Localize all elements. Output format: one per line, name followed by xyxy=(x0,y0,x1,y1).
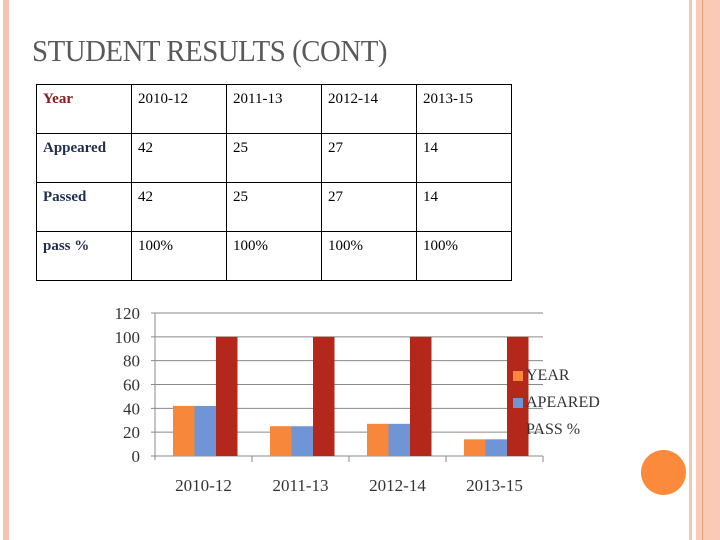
bar-apeared xyxy=(388,423,410,456)
bar-apeared xyxy=(194,405,216,456)
y-tick-label: 0 xyxy=(132,447,141,466)
legend-item-year: YEAR xyxy=(513,362,600,389)
table-row: Passed 42 25 27 14 xyxy=(36,182,512,232)
chart-bars xyxy=(173,336,529,456)
x-axis-labels: 2010-12 2011-13 2012-14 2013-15 xyxy=(175,476,523,495)
table-cell: 25 xyxy=(226,182,322,232)
x-tick-label: 2013-15 xyxy=(466,476,523,495)
legend-label: PASS % xyxy=(526,420,581,438)
table-cell: 100% xyxy=(321,231,417,281)
table-cell: 14 xyxy=(416,133,512,183)
table-cell: 27 xyxy=(321,133,417,183)
chart-legend: YEAR APEARED PASS % xyxy=(513,362,600,443)
table-cell: 25 xyxy=(226,133,322,183)
legend-label: YEAR xyxy=(526,366,570,384)
row-label: pass % xyxy=(36,231,132,281)
table-cell: 100% xyxy=(416,231,512,281)
bar-apeared xyxy=(291,426,313,456)
x-tick-label: 2012-14 xyxy=(369,476,426,495)
table-cell: 27 xyxy=(321,182,417,232)
right-decorative-line xyxy=(702,0,703,540)
bar-year xyxy=(270,426,292,456)
y-tick-label: 60 xyxy=(123,376,140,395)
bar-pass- xyxy=(507,336,529,456)
legend-item-appeared: APEARED xyxy=(513,389,600,416)
decorative-circle xyxy=(641,450,686,495)
bar-pass- xyxy=(410,336,432,456)
y-tick-label: 80 xyxy=(123,352,140,371)
table-cell: 14 xyxy=(416,182,512,232)
legend-swatch-icon xyxy=(513,397,523,408)
y-tick-label: 40 xyxy=(123,399,140,418)
row-label: Appeared xyxy=(36,133,132,183)
right-decorative-thin-stripe xyxy=(689,0,692,540)
table-row: Appeared 42 25 27 14 xyxy=(36,133,512,183)
bar-year xyxy=(464,439,486,456)
table-header-row: Year 2010-12 2011-13 2012-14 2013-15 xyxy=(36,84,512,134)
right-decorative-band xyxy=(696,0,720,540)
y-tick-label: 20 xyxy=(123,423,140,442)
bar-pass- xyxy=(313,336,335,456)
y-tick-label: 120 xyxy=(115,304,141,323)
table-row: pass % 100% 100% 100% 100% xyxy=(36,231,512,281)
legend-item-pass-percent: PASS % xyxy=(513,416,600,443)
table-cell: 100% xyxy=(226,231,322,281)
x-tick-label: 2011-13 xyxy=(272,476,328,495)
table-cell: 42 xyxy=(131,133,227,183)
results-table: Year 2010-12 2011-13 2012-14 2013-15 App… xyxy=(36,84,512,281)
table-header-cell: 2012-14 xyxy=(321,84,417,134)
table-header-cell: 2010-12 xyxy=(131,84,227,134)
row-label: Passed xyxy=(36,182,132,232)
y-axis-ticks: 0 20 40 60 80 100 120 xyxy=(115,304,141,466)
table-cell: 42 xyxy=(131,182,227,232)
table-header-cell: 2011-13 xyxy=(226,84,322,134)
legend-label: APEARED xyxy=(526,393,600,411)
legend-swatch-icon xyxy=(513,370,523,381)
table-header-cell: 2013-15 xyxy=(416,84,512,134)
bar-apeared xyxy=(485,439,507,456)
y-tick-label: 100 xyxy=(115,328,141,347)
x-tick-label: 2010-12 xyxy=(175,476,232,495)
slide-title: STUDENT RESULTS (CONT) xyxy=(32,33,387,68)
table-header-cell: Year xyxy=(36,84,132,134)
table-cell: 100% xyxy=(131,231,227,281)
left-decorative-stripe xyxy=(3,0,9,540)
bar-pass- xyxy=(216,336,238,456)
bar-year xyxy=(367,423,389,456)
legend-swatch-icon xyxy=(513,425,523,435)
bar-year xyxy=(173,405,195,456)
